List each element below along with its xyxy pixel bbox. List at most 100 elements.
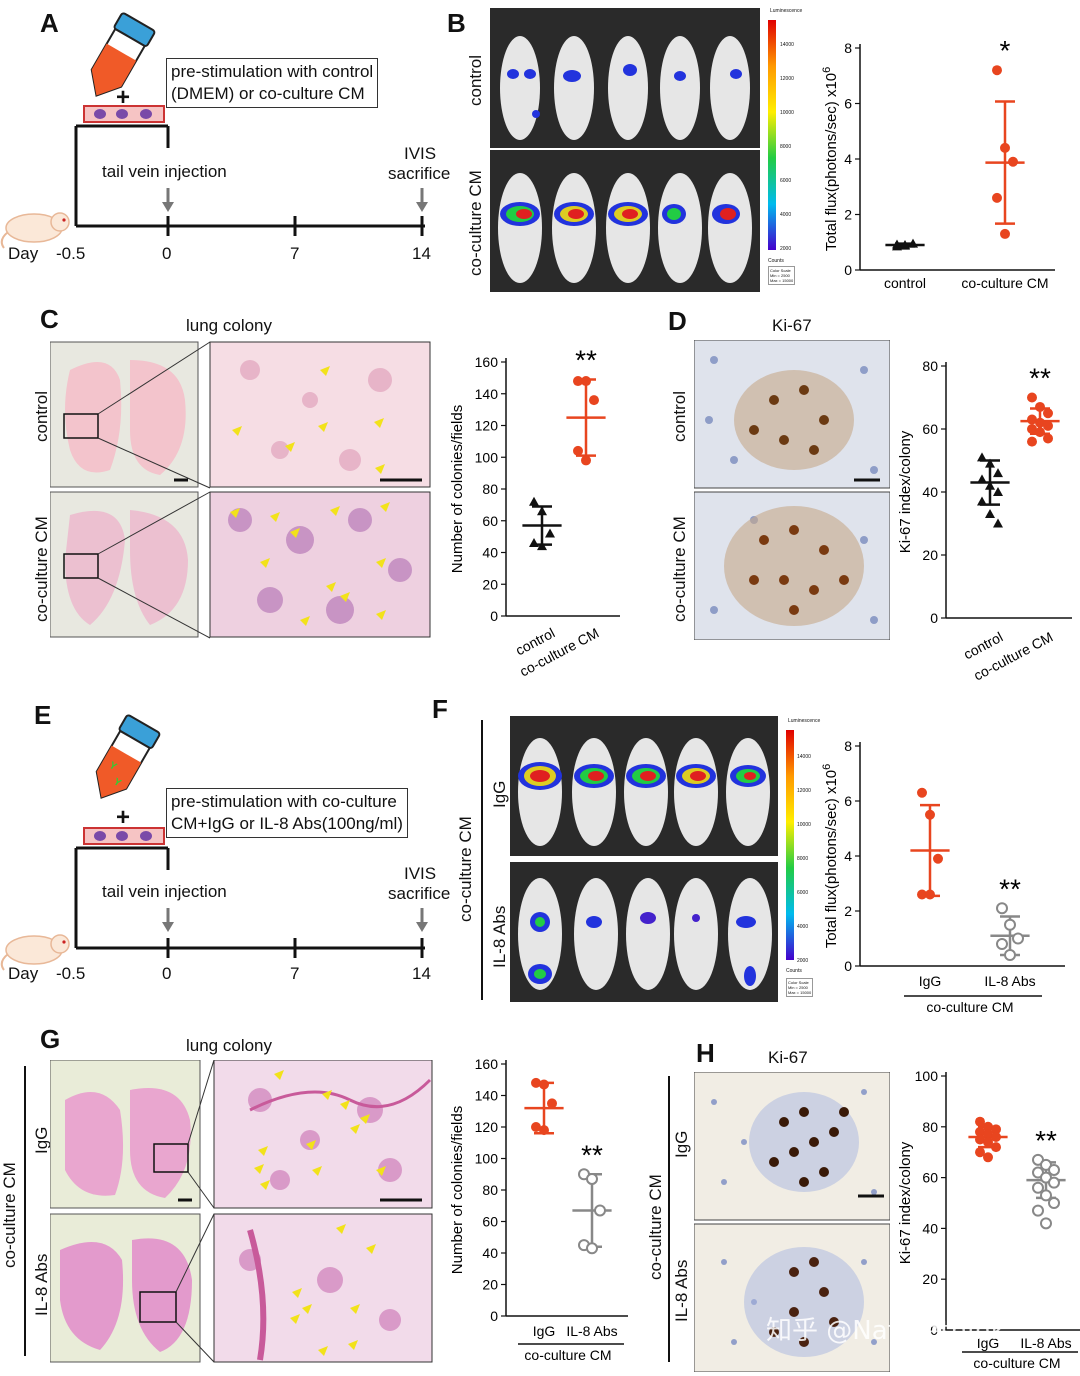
title-d: Ki-67 [772,316,812,335]
y-tick-label: 8 [844,40,852,56]
y-tick-label: 80 [922,358,938,374]
y-tick-label: 140 [475,1088,499,1104]
y-axis-label-superscript: 6 [821,764,833,770]
protocol-line-2: CM+IgG or IL-8 Abs(100ng/ml) [171,814,403,833]
data-point [539,1079,549,1090]
data-point [933,853,943,864]
row-label-igg: IgG [32,1126,51,1154]
ivis-label-e: IVIS [404,864,437,883]
data-point [1035,417,1045,428]
y-tick-label: 20 [922,1271,938,1287]
y-tick-label: 8 [844,738,852,754]
colorbar-tick: 4000 [780,212,792,218]
data-point [992,65,1002,76]
colorbar-tick: 8000 [797,856,809,862]
chart-c: 0 20 40 60 80 100 120 140 160 Number of colonies/… [449,344,620,680]
plus-sign: + [116,804,131,831]
colorbar-tick: 6000 [797,890,809,896]
significance-label: * [1000,35,1011,66]
data-point [1000,142,1010,153]
x-category-label: control [884,275,926,291]
data-point [1027,414,1037,425]
svg-text:Y: Y [107,760,119,773]
group-label: co-culture CM [926,999,1013,1015]
y-tick-label: 100 [915,1068,939,1084]
timeline-a [0,12,428,249]
data-point [1004,918,1016,931]
tube-icon [90,12,156,97]
row-label-control: control [670,390,689,442]
y-axis-label: Number of colonies/fields [449,405,466,573]
row-label-igg: IgG [672,1130,691,1158]
y-tick-label: 0 [844,958,852,974]
x-category-label: co-culture CM [961,275,1048,291]
injection-label-a: tail vein injection [102,162,227,181]
x-category-label: IgG [919,973,942,989]
data-point [529,537,539,547]
data-point [977,474,987,484]
significance-label: ** [999,873,1021,904]
y-tick-label: 80 [482,1182,498,1198]
colorbar-note: Color Scale [788,980,809,985]
row-label-coculture: co-culture CM [670,516,689,622]
group-label-f: co-culture CM [456,816,475,922]
title-g: lung colony [186,1036,273,1055]
tube-icon: YY [95,714,161,799]
data-point [573,376,583,387]
data-point [917,889,927,900]
y-tick-label: 80 [482,481,498,497]
data-point [573,445,583,456]
day-tick: 14 [412,964,431,983]
row-label-il8: IL-8 Abs [32,1253,51,1316]
day-tick: 14 [412,244,431,263]
colorbar-tick: 10000 [780,110,794,116]
watermark: 知乎 @Naturethink [766,1316,1006,1346]
colorbar-notes: Color Scale Min = 2500 Max = 15000 [768,266,796,285]
day-tick: 0 [162,244,172,263]
y-tick-label: 2 [844,207,852,223]
data-point [983,1121,993,1132]
data-point [586,1242,598,1255]
sacrifice-label-e: sacrifice [388,884,451,903]
data-point [996,902,1008,915]
mouse-icon [0,212,70,249]
protocol-line-1: pre-stimulation with control [171,62,374,81]
sacrifice-label-a: sacrifice [388,164,451,183]
y-tick-label: 20 [922,547,938,563]
data-point [581,455,591,466]
y-tick-label: 140 [475,386,499,402]
colorbar-note: Min = 2500 [770,273,790,278]
x-category-label: IL-8 Abs [984,973,1035,989]
y-tick-label: 6 [844,793,852,809]
data-point [983,1129,993,1140]
data-point [1004,949,1016,961]
colorbar-tick: 4000 [797,924,809,930]
y-axis-label: Ki-67 index/colony [897,430,914,553]
data-point [1048,1197,1060,1209]
colorbar-counts: Counts [786,968,802,974]
panel-label-e: E [34,700,52,730]
svg-text:Y: Y [112,776,124,789]
colorbar-note: Color Scale [770,268,791,273]
data-point [993,468,1003,478]
data-point [539,1125,549,1136]
data-point [586,1172,598,1185]
y-tick-label: 120 [475,418,499,434]
y-tick-label: 60 [922,1170,938,1186]
data-point [908,238,918,248]
x-category-label: IgG [977,1335,1000,1351]
ki67-image-h [694,1072,890,1372]
y-tick-label: 0 [930,1322,938,1338]
data-point [594,1204,606,1217]
panel-label-b: B [447,8,466,38]
histology-image-g [50,1060,433,1363]
y-tick-label: 40 [482,1245,498,1261]
data-point [545,528,555,538]
title-h: Ki-67 [768,1048,808,1067]
colorbar-title: Luminescence [770,8,803,14]
y-tick-label: 40 [482,545,498,561]
panel-label-g: G [40,1024,61,1054]
day-tick: -0.5 [56,244,86,263]
data-point [529,496,539,506]
